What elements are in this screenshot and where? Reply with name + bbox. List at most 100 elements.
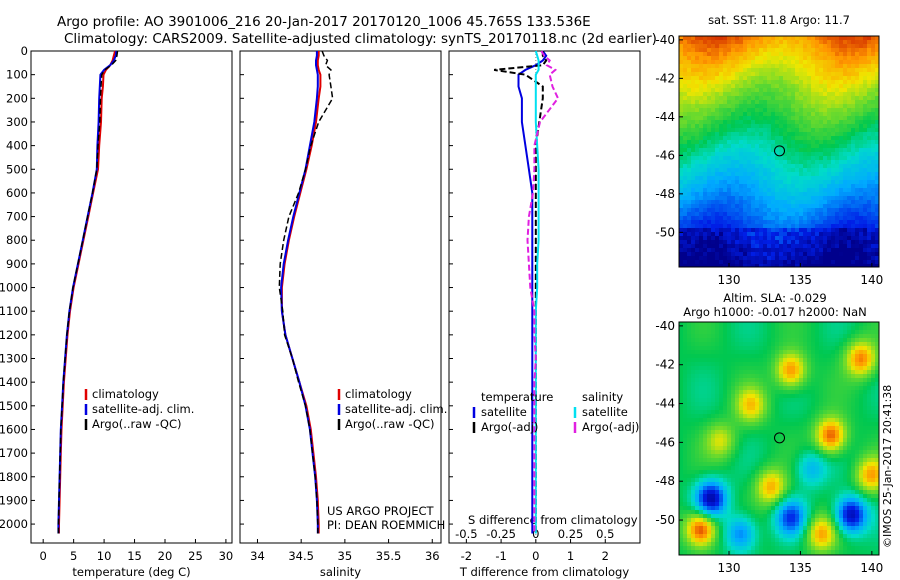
map-cell [799, 430, 803, 434]
map-cell [839, 224, 843, 228]
map-cell [687, 426, 691, 430]
map-cell [699, 366, 703, 370]
map-cell [727, 438, 731, 442]
map-cell [679, 104, 683, 108]
map-cell [727, 378, 731, 382]
map-cell [687, 458, 691, 462]
map-cell [739, 438, 743, 442]
map-cell [875, 342, 879, 346]
map-cell [839, 212, 843, 216]
map-cell [727, 466, 731, 470]
map-cell [819, 458, 823, 462]
map-cell [859, 458, 863, 462]
map-cell [815, 204, 819, 208]
map-cell [811, 76, 815, 80]
map-cell [715, 176, 719, 180]
map-cell [799, 224, 803, 228]
map-cell [823, 84, 827, 88]
map-cell [847, 362, 851, 366]
map-cell [775, 394, 779, 398]
map-sla_map-cells [679, 322, 879, 555]
map-cell [839, 406, 843, 410]
map-cell [731, 148, 735, 152]
map-cell [823, 152, 827, 156]
map-cell [839, 108, 843, 112]
map-cell [751, 148, 755, 152]
map-cell [759, 374, 763, 378]
map-cell [751, 132, 755, 136]
map-cell [799, 36, 803, 40]
map-cell [703, 426, 707, 430]
map-cell [707, 228, 711, 232]
map-cell [783, 232, 787, 236]
map-cell [851, 374, 855, 378]
map-cell [783, 204, 787, 208]
map-cell [739, 426, 743, 430]
map-cell [771, 414, 775, 418]
map-cell [843, 116, 847, 120]
map-cell [823, 132, 827, 136]
map-cell [843, 100, 847, 104]
map-cell [747, 64, 751, 68]
map-cell [731, 228, 735, 232]
map-cell [711, 88, 715, 92]
map-cell [795, 144, 799, 148]
map-cell [795, 390, 799, 394]
map-cell [839, 120, 843, 124]
map-cell [807, 100, 811, 104]
map-cell [831, 52, 835, 56]
map-cell [847, 390, 851, 394]
map-cell [795, 104, 799, 108]
map-cell [843, 338, 847, 342]
map-cell [687, 204, 691, 208]
map-cell [731, 188, 735, 192]
map-cell [847, 386, 851, 390]
map-cell [859, 232, 863, 236]
map-cell [683, 176, 687, 180]
map-cell [743, 410, 747, 414]
map-cell [751, 264, 755, 267]
map-cell [707, 358, 711, 362]
map-cell [795, 342, 799, 346]
map-cell [771, 132, 775, 136]
map-cell [827, 120, 831, 124]
map-cell [791, 458, 795, 462]
map-cell [875, 60, 879, 64]
map-cell [735, 132, 739, 136]
map-cell [863, 264, 867, 267]
map-cell [711, 172, 715, 176]
map-cell [807, 148, 811, 152]
map-cell [747, 140, 751, 144]
map-cell [787, 446, 791, 450]
map-cell [731, 338, 735, 342]
map-cell [679, 80, 683, 84]
map-cell [831, 44, 835, 48]
map-cell [871, 366, 875, 370]
map-cell [871, 434, 875, 438]
map-cell [831, 386, 835, 390]
depth-tick-label: 1100 [0, 304, 28, 318]
map-cell [699, 256, 703, 260]
map-cell [683, 248, 687, 252]
map-cell [839, 84, 843, 88]
map-cell [719, 378, 723, 382]
map-cell [687, 40, 691, 44]
map-cell [751, 100, 755, 104]
map-cell [747, 330, 751, 334]
map-cell [687, 124, 691, 128]
map-cell [755, 398, 759, 402]
map-cell [807, 124, 811, 128]
map-cell [703, 212, 707, 216]
map-cell [775, 414, 779, 418]
map-cell [847, 100, 851, 104]
map-cell [799, 92, 803, 96]
map-cell [859, 40, 863, 44]
map-cell [751, 378, 755, 382]
map-cell [695, 208, 699, 212]
map-cell [775, 386, 779, 390]
map-cell [695, 378, 699, 382]
map-cell [791, 192, 795, 196]
map-cell [839, 470, 843, 474]
map-cell [827, 438, 831, 442]
map-cell [731, 370, 735, 374]
